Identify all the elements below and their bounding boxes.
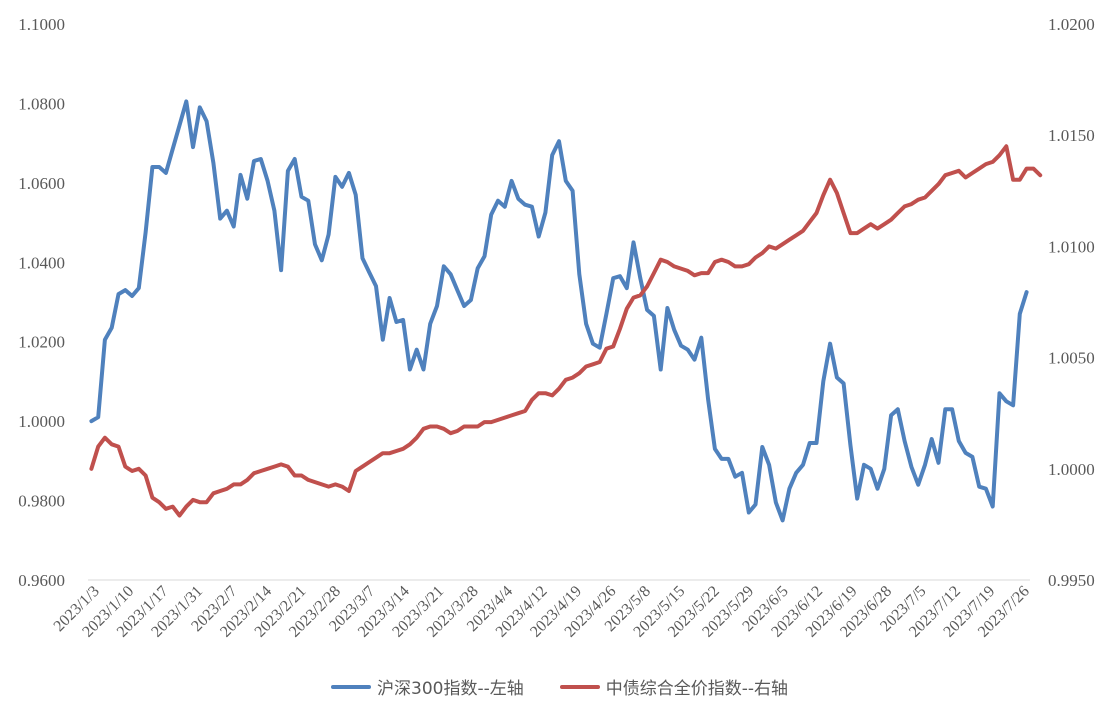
legend-swatch-bond-index [559, 684, 600, 689]
y-right-tick-label: 1.0150 [1048, 126, 1095, 145]
axis-layer: 0.9600 0.9800 1.0000 1.0200 1.0400 1.0600 1.08… [18, 15, 1095, 641]
y-right-tick-label: 0.9950 [1048, 571, 1095, 590]
y-left-tick-label: 0.9800 [18, 492, 65, 511]
y-right-tick-label: 1.0100 [1048, 237, 1095, 256]
y-right-tick-label: 1.0200 [1048, 15, 1095, 34]
series-line-csi300 [89, 99, 1029, 523]
legend-item-csi300: 沪深300指数--左轴 [331, 674, 524, 699]
y-right-tick-label: 1.0050 [1048, 349, 1095, 368]
y-left-tick-label: 1.0800 [18, 94, 65, 113]
y-left-tick-label: 1.0400 [18, 253, 65, 272]
y-left-tick-label: 1.0000 [18, 412, 65, 431]
y-left-tick-label: 0.9600 [18, 571, 65, 590]
series-layer [89, 99, 1043, 523]
y-right-tick-label: 1.0000 [1048, 460, 1095, 479]
y-left-tick-label: 1.0200 [18, 333, 65, 352]
legend-swatch-csi300 [331, 684, 371, 689]
legend-item-bond-index: 中债综合全价指数--右轴 [559, 674, 788, 699]
legend: 沪深300指数--左轴 中债综合全价指数--右轴 [0, 674, 1119, 699]
legend-label-csi300: 沪深300指数--左轴 [377, 679, 524, 699]
y-left-tick-label: 1.1000 [18, 15, 65, 34]
series-line-bond-index [89, 144, 1043, 518]
legend-label-bond-index: 中债综合全价指数--右轴 [605, 679, 788, 699]
y-left-tick-label: 1.0600 [18, 174, 65, 193]
